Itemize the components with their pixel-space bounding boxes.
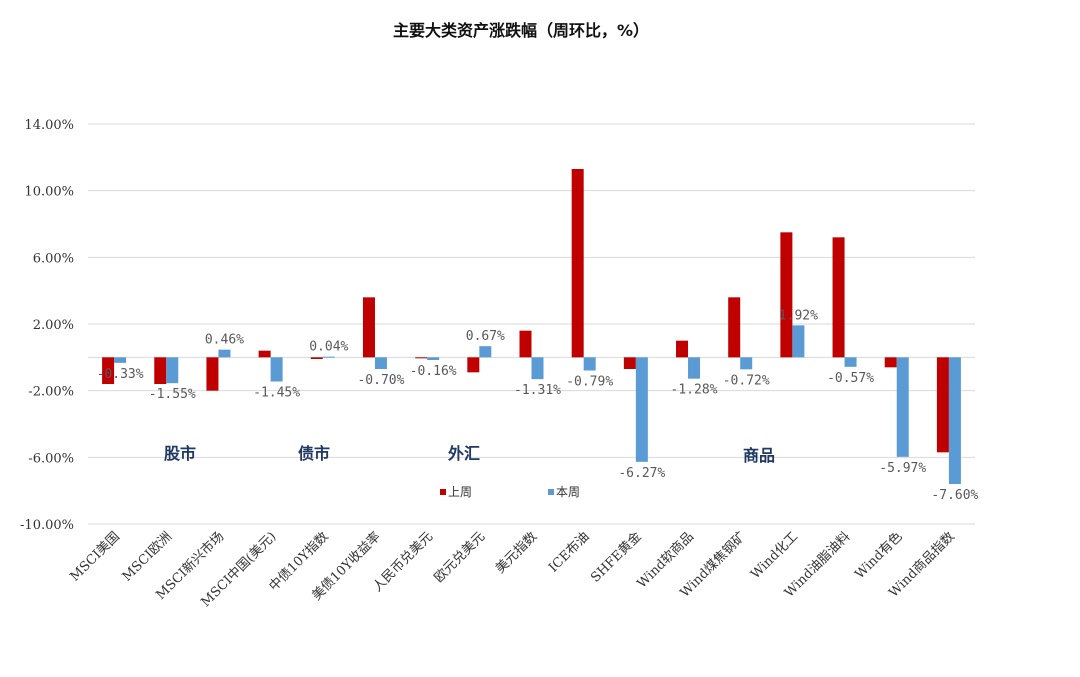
x-tick-label: 欧元兑美元 — [432, 529, 489, 586]
bar-last-week — [780, 232, 793, 358]
bar-last-week — [415, 357, 428, 359]
bar-this-week — [740, 357, 753, 370]
bar-last-week — [519, 330, 532, 358]
y-tick-label: 2.00% — [33, 318, 74, 333]
bar-last-week — [623, 357, 636, 369]
bar-this-week — [322, 356, 335, 358]
bar-this-week — [688, 357, 701, 379]
bar-this-week — [166, 357, 179, 384]
bar-this-week — [479, 346, 492, 358]
x-tick-label: 美元指数 — [493, 529, 540, 576]
group-label-commodities: 商品 — [743, 446, 775, 465]
data-label: -0.33% — [97, 367, 144, 382]
bar-this-week — [583, 357, 596, 371]
bar-last-week — [467, 357, 480, 373]
y-axis: 14.00% 10.00% 6.00% 2.00% -2.00% -6.00% -10.00… — [20, 118, 74, 533]
bar-this-week — [114, 357, 127, 363]
legend-label-this-week: 本周 — [556, 485, 580, 499]
bar-last-week — [362, 297, 375, 358]
grid — [88, 123, 975, 525]
bar-this-week — [531, 357, 544, 380]
group-label-bonds: 债市 — [298, 444, 330, 463]
legend-label-last-week: 上周 — [448, 485, 472, 499]
bar-this-week — [844, 357, 857, 367]
y-tick-label: -10.00% — [20, 518, 74, 533]
chart-title: 主要大类资产涨跌幅（周环比，%） — [393, 21, 649, 40]
data-label: -1.45% — [253, 386, 300, 401]
data-label: -7.60% — [931, 488, 978, 503]
data-label: -5.97% — [879, 461, 926, 476]
bar-this-week — [427, 357, 440, 360]
bar-last-week — [884, 357, 897, 368]
legend-swatch-this-week — [548, 489, 554, 495]
y-tick-label: 14.00% — [24, 118, 74, 133]
bar-last-week — [310, 357, 323, 359]
bar-last-week — [102, 357, 115, 384]
y-tick-label: 6.00% — [33, 251, 74, 266]
bar-this-week — [635, 357, 648, 462]
y-tick-label: -2.00% — [28, 385, 74, 400]
group-label-stocks: 股市 — [164, 444, 196, 463]
x-tick-label: MSCI欧洲 — [120, 529, 175, 584]
data-label: 0.46% — [205, 333, 244, 348]
bar-last-week — [728, 297, 741, 358]
x-tick-label: Wind化工 — [748, 529, 801, 582]
data-label: 0.67% — [466, 329, 505, 344]
legend-swatch-last-week — [440, 489, 446, 495]
data-label: -0.57% — [827, 371, 874, 386]
bar-this-week — [374, 357, 387, 369]
legend: 上周 本周 — [440, 485, 580, 499]
data-label: -0.72% — [723, 373, 770, 388]
y-tick-label: 10.00% — [24, 185, 74, 200]
data-label: 0.04% — [309, 340, 348, 355]
x-axis: MSCI美国MSCI欧洲MSCI新兴市场MSCI中国(美元)中债10Y指数美债1… — [68, 529, 958, 611]
y-tick-label: -6.00% — [28, 451, 74, 466]
data-label: -6.27% — [618, 466, 665, 481]
bar-this-week — [896, 357, 909, 457]
group-labels: 股市 债市 外汇 商品 — [164, 444, 775, 465]
bar-last-week — [154, 357, 167, 384]
bar-last-week — [571, 169, 584, 358]
bar-last-week — [936, 357, 949, 453]
bar-last-week — [832, 237, 845, 358]
data-label: -0.70% — [357, 373, 404, 388]
bar-this-week — [948, 357, 961, 484]
bars — [102, 169, 961, 484]
data-label: -1.31% — [514, 383, 561, 398]
data-label: -1.28% — [671, 383, 718, 398]
x-tick-label: MSCI美国 — [68, 529, 123, 584]
bar-last-week — [258, 350, 271, 358]
data-label: -0.16% — [410, 364, 457, 379]
group-label-fx: 外汇 — [447, 444, 480, 463]
data-labels: -0.33% -1.55% 0.46% -1.45% 0.04% -0.70% -0.16%… — [97, 308, 979, 503]
bar-this-week — [792, 325, 805, 358]
x-tick-label: SHFE黄金 — [588, 529, 645, 586]
bar-this-week — [218, 349, 231, 358]
bar-last-week — [676, 340, 689, 358]
data-label: 1.92% — [779, 308, 818, 323]
bar-this-week — [270, 357, 283, 382]
bar-last-week — [206, 357, 219, 391]
x-tick-label: Wind有色 — [852, 529, 906, 583]
data-label: -0.79% — [566, 375, 613, 390]
x-tick-label: ICE布油 — [546, 529, 592, 575]
data-label: -1.55% — [149, 387, 196, 402]
